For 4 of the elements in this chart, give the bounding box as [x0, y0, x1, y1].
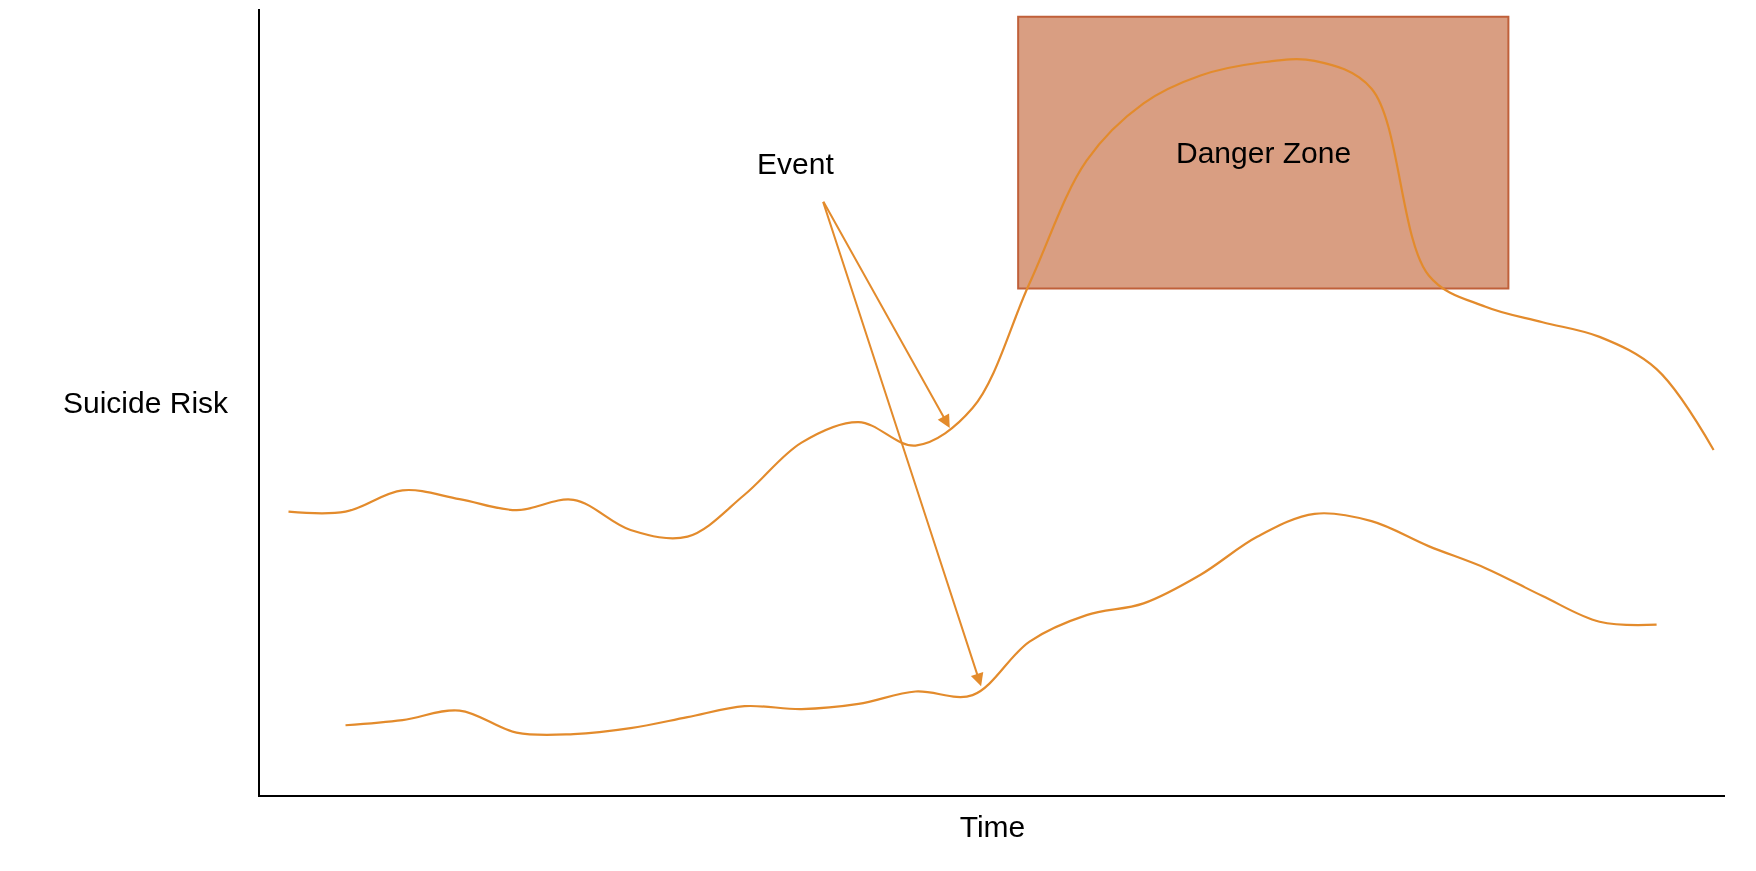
annotation: Event — [757, 147, 835, 180]
y-axis-title: Suicide Risk — [63, 386, 230, 419]
band-label: Danger Zone — [1176, 136, 1352, 169]
x-axis-title: Time — [959, 810, 1026, 843]
